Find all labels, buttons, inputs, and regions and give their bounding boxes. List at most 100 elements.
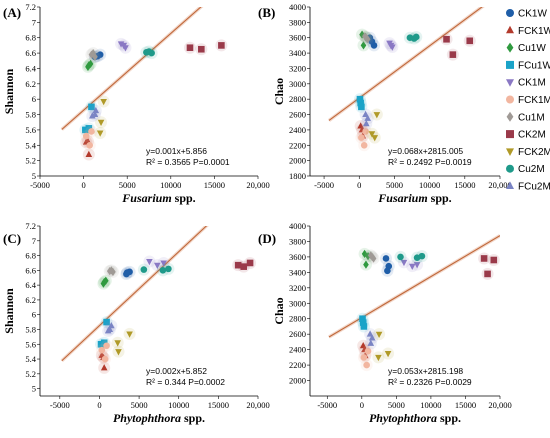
regression-equation: y=0.053x+2815.198	[388, 366, 463, 376]
x-tick-label: -5000	[317, 400, 337, 410]
data-point	[115, 349, 122, 356]
y-axis-title: Chao	[272, 78, 286, 105]
series-cu2m	[137, 262, 175, 277]
panel-label: (D)	[258, 231, 276, 246]
series-fcu1w	[353, 93, 368, 113]
y-tick-label: 3600	[289, 252, 306, 262]
y-tick-label: 7	[32, 236, 36, 246]
data-point	[363, 260, 369, 269]
y-tick-label: 5	[32, 384, 36, 394]
x-axis-title-suffix: spp.	[181, 411, 205, 425]
legend-label: FCK1M	[518, 95, 550, 106]
y-tick-label: 5.6	[25, 339, 36, 349]
regression-stats: R² = 0.344 P=0.0002	[146, 377, 225, 387]
data-point	[85, 150, 93, 157]
series-cu1m	[85, 47, 101, 63]
data-point	[360, 354, 368, 361]
x-tick-label: 20,000	[488, 400, 511, 410]
x-axis-title-genus: Fusarium	[121, 191, 171, 205]
data-point	[373, 112, 381, 119]
y-tick-label: 5.8	[25, 110, 36, 120]
series-fcu1w	[79, 100, 98, 136]
data-point	[114, 340, 121, 347]
legend-marker	[506, 25, 514, 34]
x-tick-label: 20,000	[488, 180, 511, 190]
y-tick-label: 3400	[289, 48, 306, 58]
y-axis-title: Chao	[272, 297, 286, 324]
data-point	[97, 119, 105, 127]
series-fck1m	[357, 345, 375, 372]
data-point	[360, 41, 367, 50]
x-tick-label: 5000	[119, 180, 136, 190]
data-point	[363, 361, 370, 369]
data-point	[375, 331, 383, 338]
regression-equation: y=0.068x+2815.005	[388, 146, 463, 156]
y-tick-label: 5.6	[25, 125, 36, 135]
legend-marker	[506, 60, 514, 69]
data-point	[154, 262, 161, 269]
series-fcu2m	[359, 108, 374, 130]
x-axis-title-suffix: spp.	[172, 191, 196, 205]
data-point	[375, 354, 382, 362]
data-point	[413, 262, 421, 269]
y-axis-title: Shannon	[2, 288, 16, 334]
data-point	[100, 279, 107, 288]
y-tick-label: 5.4	[25, 140, 36, 150]
legend: CK1W FCK1W Cu1W FCu1W CK1M FCK1M Cu1M CK2M FCK2M…	[506, 9, 550, 193]
data-point	[145, 48, 153, 55]
y-tick-label: 5.2	[25, 156, 36, 166]
regression-stats: R² = 0.2492 P=0.0019	[388, 157, 472, 167]
x-axis-title: Fusarium spp.	[121, 191, 195, 205]
y-tick-label: 2400	[289, 125, 306, 135]
legend-marker	[506, 130, 514, 139]
series-cu2m	[403, 30, 423, 45]
legend-marker	[506, 164, 514, 173]
data-point	[412, 33, 420, 41]
regression-equation: y=0.002x+5.852	[146, 366, 207, 376]
data-point	[246, 259, 254, 267]
data-point	[356, 95, 364, 103]
series-fcu2m	[364, 328, 379, 350]
data-point	[367, 339, 375, 346]
data-point	[240, 263, 248, 270]
data-point	[140, 266, 148, 273]
data-point	[384, 351, 392, 358]
legend-label: FCK1W	[518, 26, 550, 37]
y-tick-label: 6.6	[25, 265, 36, 275]
legend-marker	[506, 181, 514, 189]
data-point	[96, 130, 104, 137]
legend-item: Cu1M	[506, 111, 545, 123]
data-point	[466, 37, 474, 45]
panel-c: (C) 5 5.2 5.4 5.6 5.8 6 6.2 6.4 6.6 6.8 7 7.2 -5000 0 5…	[2, 221, 270, 425]
data-point	[85, 62, 91, 72]
legend-label: Cu2M	[518, 164, 545, 175]
data-point	[359, 315, 366, 323]
series-fcu2m	[86, 104, 102, 123]
regression-equation: y=0.001x+5.856	[146, 146, 207, 156]
series-cu1w	[81, 57, 97, 73]
series-fcu1w	[356, 312, 370, 333]
legend-item: FCK2M	[506, 147, 550, 158]
data-point	[443, 35, 450, 43]
y-tick-label: 2400	[289, 345, 306, 355]
x-tick-label: 15000	[455, 400, 476, 410]
data-point	[165, 265, 172, 273]
series-cu1w	[97, 274, 112, 290]
data-point	[368, 334, 376, 341]
series-fcu2m	[102, 319, 118, 337]
y-tick-label: 6.4	[25, 280, 36, 290]
x-axis-title-genus: Phytophthora	[113, 411, 181, 425]
y-tick-label: 4000	[289, 221, 306, 231]
legend-label: CK2M	[518, 130, 546, 141]
y-axis-title: Shannon	[2, 68, 16, 114]
data-point	[101, 355, 109, 363]
data-point	[120, 42, 128, 50]
regression-band	[327, 7, 485, 122]
legend-label: FCK2M	[518, 147, 550, 158]
y-tick-label: 7.2	[25, 2, 36, 12]
data-point	[362, 119, 370, 127]
data-point	[100, 364, 108, 371]
data-point	[400, 259, 408, 267]
x-tick-label: 5000	[131, 400, 148, 410]
legend-marker	[506, 111, 514, 122]
